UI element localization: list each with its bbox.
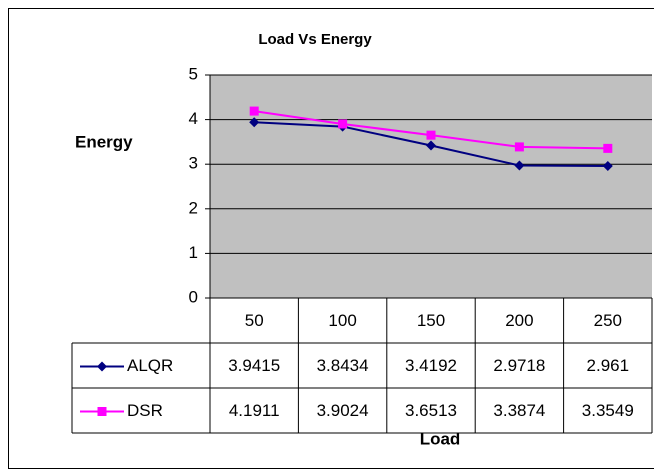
data-point: [426, 130, 436, 140]
x-axis-label: Load: [420, 429, 461, 448]
data-point: [249, 106, 259, 116]
x-tick-label: 100: [328, 311, 356, 330]
legend-label: DSR: [127, 401, 163, 420]
data-point: [338, 119, 348, 129]
table-value: 3.8434: [317, 356, 369, 375]
y-tick-label: 5: [189, 64, 198, 83]
legend-marker: [97, 407, 107, 416]
table-value: 2.9718: [493, 356, 545, 375]
table-value: 4.1911: [229, 401, 280, 420]
data-point: [602, 160, 613, 171]
plot-area: [210, 75, 652, 298]
table-value: 3.4192: [405, 356, 457, 375]
x-tick-label: 50: [245, 311, 264, 330]
table-value: 3.9024: [317, 401, 369, 420]
x-tick-label: 250: [594, 311, 622, 330]
y-tick-label: 0: [189, 287, 198, 306]
table-value: 3.6513: [405, 401, 457, 420]
y-tick-label: 1: [189, 243, 198, 262]
chart-title: Load Vs Energy: [258, 31, 372, 48]
table-value: 3.3549: [582, 401, 634, 420]
x-tick-label: 200: [505, 311, 533, 330]
x-tick-label: 150: [417, 311, 445, 330]
legend-marker: [97, 361, 107, 372]
table-value: 3.9415: [228, 356, 280, 375]
y-tick-label: 4: [189, 109, 198, 128]
y-axis-label: Energy: [75, 132, 133, 151]
legend-label: ALQR: [127, 356, 173, 375]
data-point: [603, 143, 613, 153]
y-tick-label: 2: [189, 198, 198, 217]
table-value: 2.961: [587, 356, 630, 375]
data-point: [426, 140, 436, 151]
y-tick-label: 3: [189, 154, 198, 173]
data-point: [514, 142, 524, 152]
data-point: [249, 117, 260, 128]
data-point: [514, 160, 525, 171]
table-value: 3.3874: [493, 401, 545, 420]
